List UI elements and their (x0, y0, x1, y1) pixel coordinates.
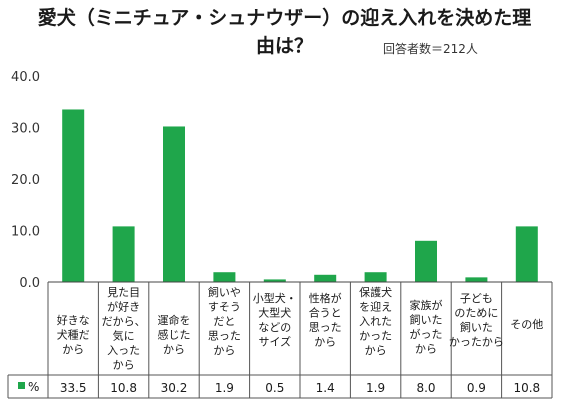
category-label: 大型犬 (258, 306, 291, 320)
bar (415, 240, 437, 282)
category-label: 小型犬・ (253, 291, 297, 305)
value-label: 10.8 (513, 381, 540, 395)
chart-title: 愛犬（ミニチュア・シュナウザー）の迎え入れを決めた理 由は？ (0, 4, 569, 60)
bar (515, 226, 538, 282)
y-tick-label: 10.0 (11, 225, 40, 240)
value-label: 8.0 (416, 381, 435, 395)
bar (263, 279, 286, 282)
bar (163, 126, 185, 282)
y-tick-label: 20.0 (11, 173, 40, 188)
chart-title-line-2: 由は？ (255, 35, 313, 57)
category-label: すそう (208, 301, 241, 314)
respondent-count: 回答者数＝212人 (383, 42, 478, 56)
category-label: がった (410, 327, 443, 341)
category-label: 入れた (359, 315, 392, 328)
value-label: 0.5 (265, 381, 284, 395)
category-label: のために (454, 307, 498, 320)
value-label: 10.8 (110, 381, 137, 395)
category-label: 好きな (57, 313, 90, 327)
value-label: 33.5 (60, 381, 87, 395)
y-tick-label: 0.0 (19, 276, 40, 291)
category-label: だから、 (102, 315, 146, 328)
category-label: 気に (113, 329, 135, 343)
category-label: から (415, 343, 437, 356)
bar (62, 109, 85, 282)
category-label: を迎え (359, 301, 392, 314)
category-label: などの (258, 321, 291, 334)
category-label: 犬種だ (57, 328, 90, 342)
category-label: 保護犬 (359, 285, 392, 299)
category-label: 入った (107, 344, 140, 357)
category-label: 飼いや (208, 285, 241, 299)
category-label: 性格が (309, 291, 342, 305)
value-label: 1.9 (366, 381, 385, 395)
value-label: 0.9 (467, 381, 486, 395)
category-label: 飼いた (410, 313, 443, 327)
category-label: が好き (107, 300, 140, 314)
bar (364, 272, 387, 282)
category-label: から (365, 344, 387, 357)
category-label: 思った (309, 321, 342, 334)
value-label: 1.4 (316, 381, 335, 395)
category-label: から (113, 359, 135, 372)
category-label: 飼いた (460, 320, 493, 334)
bar (314, 274, 337, 282)
category-label: 見た目 (107, 286, 140, 299)
y-tick-label: 30.0 (11, 122, 40, 137)
category-label: かったから (449, 336, 504, 349)
category-label: 感じた (158, 329, 191, 342)
chart-title-line-1: 愛犬（ミニチュア・シュナウザー）の迎え入れを決めた理 (37, 7, 532, 29)
bar (465, 277, 488, 282)
y-tick-label: 40.0 (11, 70, 40, 85)
category-label: サイズ (258, 335, 291, 349)
category-label: から (62, 343, 84, 356)
category-label: かった (359, 330, 392, 343)
category-label: 合うと (309, 306, 342, 320)
category-label: だと (213, 315, 235, 328)
category-label: 家族が (410, 298, 443, 312)
legend-label: % (28, 380, 39, 394)
bar (112, 226, 135, 282)
category-label: その他 (510, 318, 543, 331)
value-label: 1.9 (215, 381, 234, 395)
bar (213, 272, 236, 282)
category-label: から (163, 343, 185, 356)
value-label: 30.2 (161, 381, 188, 395)
category-label: 思った (208, 330, 241, 343)
category-label: から (314, 336, 336, 349)
category-label: から (213, 344, 235, 357)
legend-swatch (18, 382, 25, 389)
category-label: 子ども (460, 292, 493, 305)
category-label: 運命を (158, 313, 191, 327)
